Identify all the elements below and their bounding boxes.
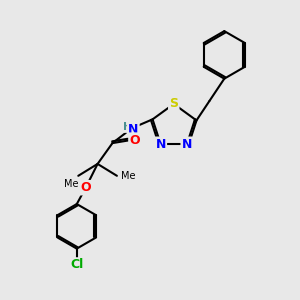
Text: Me: Me bbox=[64, 179, 78, 189]
Text: N: N bbox=[128, 123, 138, 136]
Text: H: H bbox=[123, 122, 132, 132]
Text: Me: Me bbox=[122, 171, 136, 181]
Text: O: O bbox=[80, 181, 91, 194]
Text: Cl: Cl bbox=[70, 259, 83, 272]
Text: S: S bbox=[169, 98, 178, 110]
Text: O: O bbox=[129, 134, 140, 147]
Text: N: N bbox=[155, 138, 166, 151]
Text: N: N bbox=[182, 138, 192, 151]
